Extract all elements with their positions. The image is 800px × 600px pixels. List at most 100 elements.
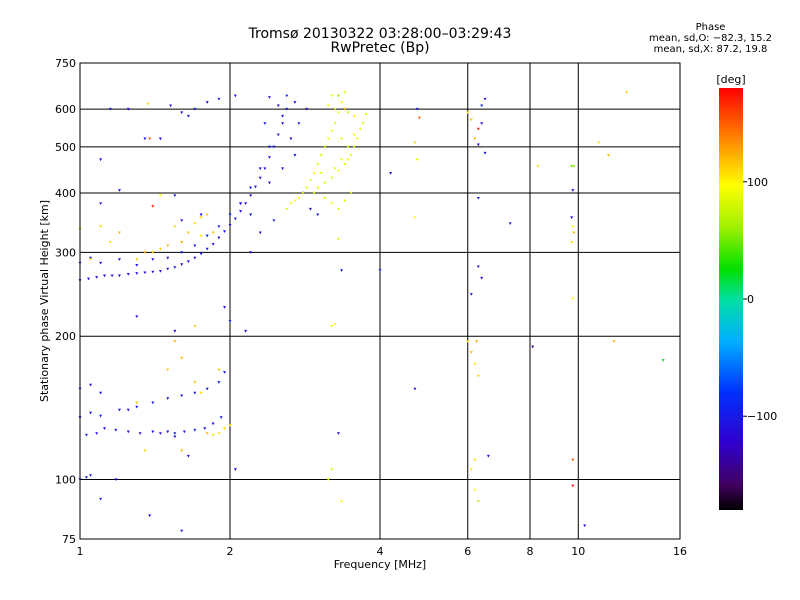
echo-point-o	[166, 430, 170, 434]
echo-point-o	[483, 151, 487, 155]
echo-point-x	[301, 191, 305, 195]
stats-header: Phase	[695, 22, 726, 33]
echo-point-o	[285, 107, 289, 111]
echo-point-o	[84, 433, 88, 437]
y-tick-label: 600	[55, 103, 76, 116]
echo-point-o	[135, 315, 139, 319]
colorbar-label: [deg]	[716, 73, 745, 86]
y-tick-label: 500	[55, 141, 76, 154]
echo-point-x	[205, 213, 209, 217]
echo-point-x	[180, 356, 184, 360]
echo-point-x	[323, 181, 327, 185]
echo-point-x	[349, 191, 353, 195]
echo-point-o	[297, 122, 301, 125]
echo-point-o	[99, 497, 103, 501]
echo-point-x	[180, 241, 184, 244]
echo-point-o	[272, 219, 276, 223]
echo-point-o	[126, 273, 130, 276]
echo-point-o	[253, 185, 257, 189]
echo-point-x	[571, 297, 575, 301]
echo-point-o	[151, 258, 155, 261]
echo-point-x	[193, 222, 197, 226]
echo-point-x	[305, 186, 309, 190]
echo-point-o	[219, 416, 223, 419]
colorbar-ticks: −100 0 100	[743, 176, 777, 423]
x-tick-label: 8	[527, 545, 534, 558]
echo-point-o	[193, 391, 197, 395]
x-tick-label: 16	[673, 545, 687, 558]
echo-point-x	[469, 351, 473, 354]
echo-point-o	[110, 274, 114, 278]
echo-point-x	[173, 225, 177, 229]
echo-point-x	[473, 488, 477, 492]
echo-point-o	[135, 272, 139, 275]
echo-point-o	[316, 213, 320, 217]
echo-point-x	[117, 231, 121, 235]
echo-point-o	[281, 167, 285, 171]
echo-point-o	[289, 137, 293, 141]
echo-point-x	[186, 231, 190, 235]
echo-point-x	[355, 137, 359, 141]
echo-point-o	[336, 432, 340, 435]
echo-point-x	[193, 324, 197, 328]
echo-point-o	[249, 213, 253, 217]
echo-point-x	[570, 241, 574, 244]
colorbar-tick-label: 0	[747, 293, 754, 306]
echo-point-x	[466, 111, 470, 115]
echo-point-x	[415, 158, 419, 162]
echo-point-o	[205, 234, 209, 238]
echo-point-o	[135, 405, 139, 409]
echo-point-o	[180, 251, 184, 254]
echo-point-x	[326, 137, 330, 141]
echo-point-o	[205, 101, 209, 104]
echo-point-x	[336, 207, 340, 211]
echo-point-o	[249, 194, 253, 198]
echo-point-x	[319, 154, 323, 157]
plot-frame	[79, 62, 681, 540]
echo-point-x	[346, 111, 350, 115]
echo-point-x	[316, 162, 320, 166]
echo-point-o	[180, 394, 184, 398]
echo-point-x	[211, 231, 215, 235]
echo-point-o	[263, 167, 267, 171]
echo-point-o	[571, 189, 575, 192]
echo-point-o	[193, 428, 197, 432]
echo-point-x	[293, 199, 297, 203]
echo-point-o	[223, 371, 227, 374]
echo-point-x	[476, 374, 480, 378]
echo-point-x	[308, 179, 312, 182]
echo-point-o	[99, 158, 103, 162]
echo-point-x	[340, 101, 344, 104]
echo-point-x	[531, 345, 535, 349]
echo-point-x	[336, 237, 340, 241]
echo-point-o	[267, 181, 271, 185]
echo-point-x	[661, 359, 665, 362]
echo-point-o	[281, 114, 285, 118]
echo-point-o	[267, 156, 271, 159]
echo-point-o	[217, 381, 221, 384]
echo-point-x	[199, 391, 203, 395]
chart-subtitle: RwPretec (Bp)	[330, 40, 430, 56]
y-tick-label: 100	[55, 474, 76, 487]
echo-point-x	[612, 340, 616, 343]
echo-point-o	[233, 94, 237, 98]
echo-point-o	[217, 236, 221, 240]
echo-point-x	[413, 141, 417, 145]
echo-point-x	[364, 113, 368, 116]
echo-point-x	[343, 91, 347, 95]
echo-point-x	[572, 231, 576, 235]
echo-point-x	[571, 458, 575, 462]
echo-point-x	[323, 196, 327, 200]
x-tick-label: 6	[464, 545, 471, 558]
x-axis-label: Frequency [MHz]	[334, 558, 426, 571]
echo-point-o	[99, 414, 103, 418]
echo-point-o	[583, 524, 587, 528]
echo-point-o	[193, 107, 197, 111]
echo-point-x	[466, 340, 470, 343]
echo-point-x	[473, 137, 477, 141]
echo-point-o	[217, 97, 221, 101]
echo-point-x	[330, 324, 334, 328]
echo-point-x	[166, 368, 170, 372]
echo-point-o	[86, 277, 90, 281]
